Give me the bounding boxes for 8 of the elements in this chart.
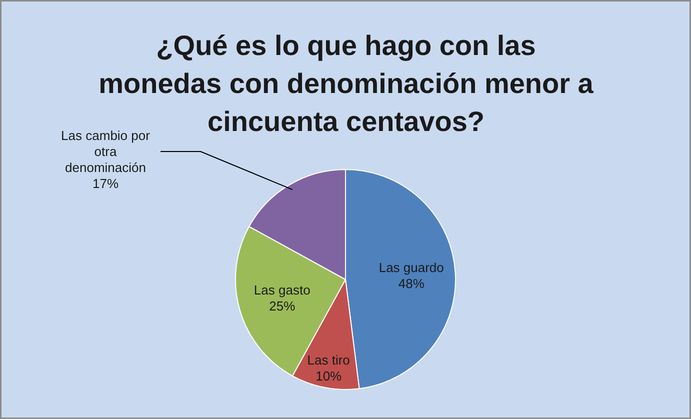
slice-label: Las gasto — [254, 282, 310, 298]
slice-label: Las guardo — [378, 260, 444, 275]
data-label: 10% — [316, 368, 342, 384]
slice-label: Las cambio por otra denominación — [61, 128, 151, 175]
data-label: 48% — [398, 276, 425, 291]
slice-label: Las tiro — [307, 352, 350, 368]
data-label: 25% — [269, 298, 296, 314]
data-label: 17% — [92, 176, 119, 191]
